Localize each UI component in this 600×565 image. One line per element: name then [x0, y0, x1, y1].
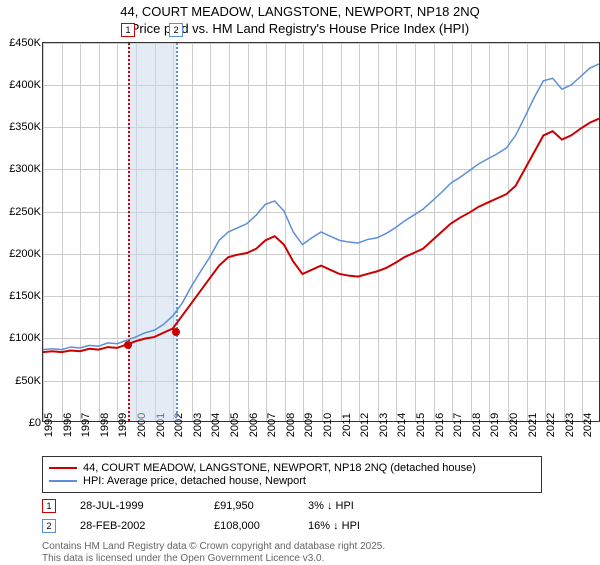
y-axis-label: £100K: [9, 332, 43, 344]
series-line: [43, 118, 599, 352]
legend-row: HPI: Average price, detached house, Newp…: [49, 475, 535, 487]
marker-label: 1: [121, 23, 135, 37]
plot-area: £0£50K£100K£150K£200K£250K£300K£350K£400…: [42, 42, 600, 422]
series-line: [43, 64, 599, 350]
footer: Contains HM Land Registry data © Crown c…: [42, 541, 592, 565]
marker-label: 2: [169, 23, 183, 37]
legend-label: HPI: Average price, detached house, Newp…: [83, 475, 306, 487]
sale-diff: 16% ↓ HPI: [308, 520, 398, 532]
footer-line-2: This data is licensed under the Open Gov…: [42, 553, 592, 565]
legend-swatch: [49, 480, 77, 482]
chart-container: 44, COURT MEADOW, LANGSTONE, NEWPORT, NP…: [0, 0, 600, 560]
title-line-1: 44, COURT MEADOW, LANGSTONE, NEWPORT, NP…: [8, 4, 592, 21]
title-line-2: Price paid vs. HM Land Registry's House …: [8, 21, 592, 38]
sale-row: 1 28-JUL-1999 £91,950 3% ↓ HPI: [42, 499, 592, 513]
sale-diff: 3% ↓ HPI: [308, 500, 398, 512]
footer-line-1: Contains HM Land Registry data © Crown c…: [42, 541, 592, 553]
legend-swatch: [49, 467, 77, 469]
y-axis-label: £150K: [9, 290, 43, 302]
sale-price: £91,950: [214, 500, 284, 512]
sale-price: £108,000: [214, 520, 284, 532]
sale-date: 28-JUL-1999: [80, 500, 190, 512]
sale-marker: 1: [42, 499, 56, 513]
y-axis-label: £200K: [9, 248, 43, 260]
y-axis-label: £450K: [9, 37, 43, 49]
sale-marker: 2: [42, 519, 56, 533]
legend: 44, COURT MEADOW, LANGSTONE, NEWPORT, NP…: [42, 456, 542, 493]
legend-row: 44, COURT MEADOW, LANGSTONE, NEWPORT, NP…: [49, 462, 535, 474]
sale-row: 2 28-FEB-2002 £108,000 16% ↓ HPI: [42, 519, 592, 533]
sale-date: 28-FEB-2002: [80, 520, 190, 532]
y-axis-label: £0: [29, 417, 43, 429]
chart-title: 44, COURT MEADOW, LANGSTONE, NEWPORT, NP…: [8, 4, 592, 38]
legend-label: 44, COURT MEADOW, LANGSTONE, NEWPORT, NP…: [83, 462, 476, 474]
sales-list: 1 28-JUL-1999 £91,950 3% ↓ HPI 2 28-FEB-2002 £…: [8, 499, 592, 533]
y-axis-label: £50K: [15, 375, 43, 387]
y-axis-label: £400K: [9, 79, 43, 91]
y-axis-label: £300K: [9, 163, 43, 175]
y-axis-label: £350K: [9, 121, 43, 133]
y-axis-label: £250K: [9, 206, 43, 218]
